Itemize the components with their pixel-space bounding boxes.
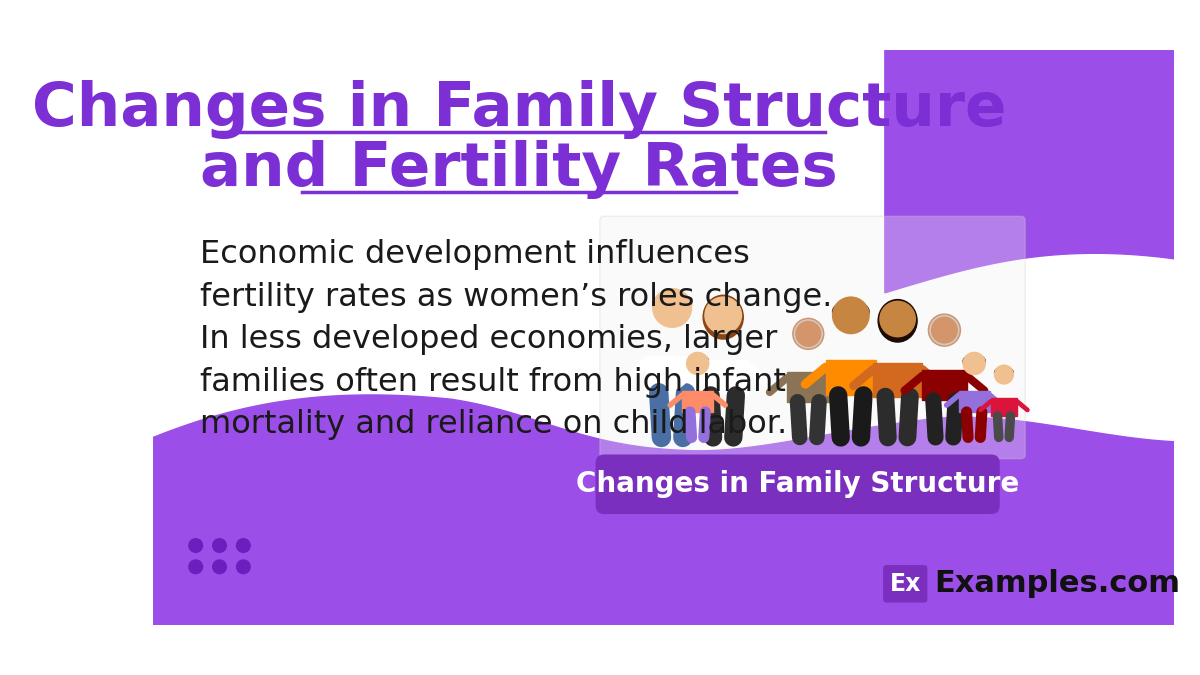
Circle shape: [793, 319, 823, 350]
Circle shape: [796, 321, 821, 346]
Bar: [698, 360, 749, 396]
Circle shape: [964, 352, 985, 375]
Circle shape: [689, 354, 707, 373]
Bar: [787, 372, 829, 402]
Text: mortality and reliance on child labor.: mortality and reliance on child labor.: [200, 409, 787, 440]
FancyBboxPatch shape: [595, 454, 1000, 514]
Circle shape: [708, 300, 739, 331]
Circle shape: [212, 560, 227, 574]
Circle shape: [965, 354, 984, 373]
Ellipse shape: [964, 354, 985, 368]
Ellipse shape: [878, 300, 917, 342]
Bar: [991, 398, 1016, 416]
Circle shape: [188, 560, 203, 574]
Bar: [874, 362, 922, 397]
Circle shape: [880, 301, 916, 337]
Circle shape: [929, 314, 960, 346]
Circle shape: [931, 317, 958, 343]
Circle shape: [835, 300, 866, 331]
Circle shape: [794, 320, 822, 348]
Circle shape: [996, 367, 1012, 383]
Circle shape: [686, 352, 709, 375]
Circle shape: [882, 304, 913, 334]
Polygon shape: [154, 395, 1174, 624]
Ellipse shape: [653, 292, 691, 316]
Circle shape: [995, 365, 1013, 384]
Bar: [826, 360, 876, 396]
Circle shape: [833, 297, 869, 333]
Bar: [923, 370, 967, 400]
Circle shape: [704, 297, 742, 333]
Text: families often result from high infant: families often result from high infant: [200, 367, 786, 398]
Circle shape: [188, 539, 203, 552]
Polygon shape: [884, 51, 1174, 293]
Ellipse shape: [995, 367, 1013, 378]
Text: and Fertility Rates: and Fertility Rates: [200, 140, 838, 199]
Bar: [959, 391, 990, 412]
Bar: [683, 391, 713, 412]
Circle shape: [236, 560, 250, 574]
Text: In less developed economies, larger: In less developed economies, larger: [200, 324, 778, 355]
Text: fertility rates as women’s roles change.: fertility rates as women’s roles change.: [200, 281, 833, 313]
Circle shape: [236, 539, 250, 552]
FancyBboxPatch shape: [883, 565, 928, 603]
Circle shape: [212, 539, 227, 552]
Text: Economic development influences: Economic development influences: [200, 239, 750, 270]
Circle shape: [653, 289, 691, 327]
Ellipse shape: [833, 301, 869, 323]
Text: Changes in Family Structure: Changes in Family Structure: [31, 80, 1007, 140]
Text: Changes in Family Structure: Changes in Family Structure: [576, 470, 1019, 498]
Circle shape: [930, 316, 959, 344]
Text: Examples.com: Examples.com: [935, 569, 1181, 598]
Ellipse shape: [686, 354, 709, 368]
Bar: [646, 356, 698, 393]
Circle shape: [655, 292, 689, 325]
Text: Ex: Ex: [889, 572, 920, 596]
FancyBboxPatch shape: [600, 216, 1025, 459]
Ellipse shape: [703, 295, 743, 339]
